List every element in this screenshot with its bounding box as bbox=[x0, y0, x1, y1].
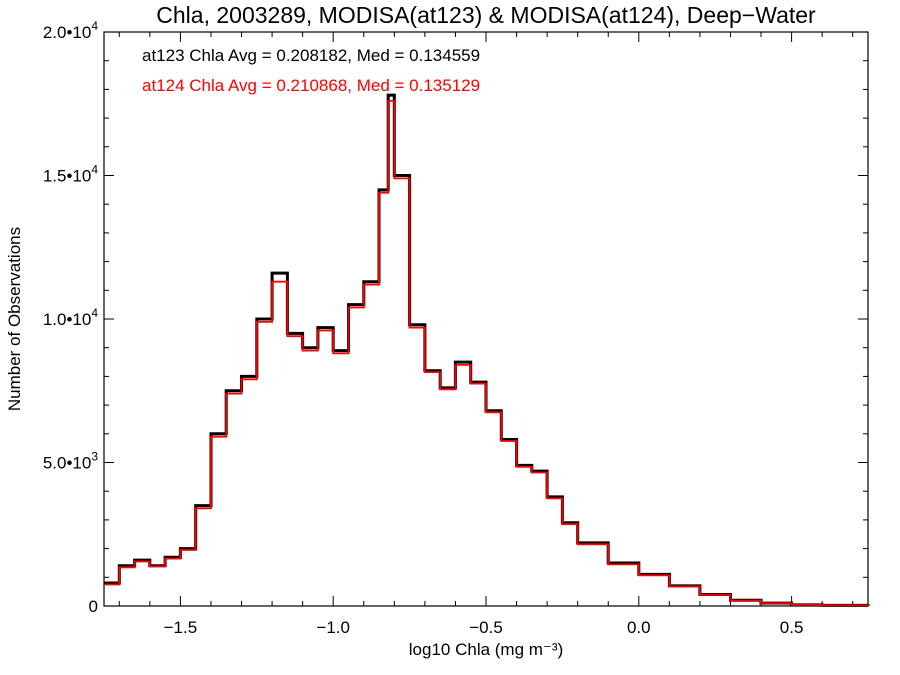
y-tick-label: 1.0•104 bbox=[43, 306, 99, 329]
plot-frame bbox=[103, 31, 869, 607]
chart-title: Chla, 2003289, MODISA(at123) & MODISA(at… bbox=[156, 2, 816, 28]
y-tick-mantissa: 0 bbox=[89, 597, 98, 616]
y-tick-label: 0 bbox=[89, 597, 98, 616]
series-at123-line bbox=[104, 93, 870, 607]
y-tick-mantissa: 2.0•10 bbox=[43, 23, 92, 42]
annotation-at124: at124 Chla Avg = 0.210868, Med = 0.13512… bbox=[142, 76, 480, 95]
x-tick-label: 0.0 bbox=[627, 618, 651, 637]
x-axis-ticks: −1.5 −1.0 −0.5 0.0 0.5 bbox=[118, 32, 854, 637]
series-layer bbox=[104, 93, 870, 607]
y-tick-label: 2.0•104 bbox=[43, 19, 99, 42]
y-tick-mantissa: 1.5•10 bbox=[43, 167, 92, 186]
y-tick-label: 1.5•104 bbox=[43, 163, 99, 186]
y-tick-exponent: 3 bbox=[91, 450, 98, 464]
x-tick-label: −1.0 bbox=[316, 618, 350, 637]
y-tick-exponent: 4 bbox=[91, 19, 98, 33]
y-tick-mantissa: 1.0•10 bbox=[43, 310, 92, 329]
x-axis-label: log10 Chla (mg m⁻³) bbox=[409, 640, 563, 659]
y-tick-mantissa: 5.0•10 bbox=[43, 454, 92, 473]
y-axis-label: Number of Observations bbox=[5, 227, 24, 411]
y-tick-exponent: 4 bbox=[91, 306, 98, 320]
x-tick-label: 0.5 bbox=[780, 618, 804, 637]
y-tick-exponent: 4 bbox=[91, 163, 98, 177]
series-at124-line bbox=[104, 100, 869, 607]
annotation-at123: at123 Chla Avg = 0.208182, Med = 0.13455… bbox=[142, 46, 480, 65]
y-tick-label: 5.0•103 bbox=[43, 450, 99, 473]
x-tick-label: −1.5 bbox=[164, 618, 198, 637]
x-tick-label: −0.5 bbox=[469, 618, 503, 637]
